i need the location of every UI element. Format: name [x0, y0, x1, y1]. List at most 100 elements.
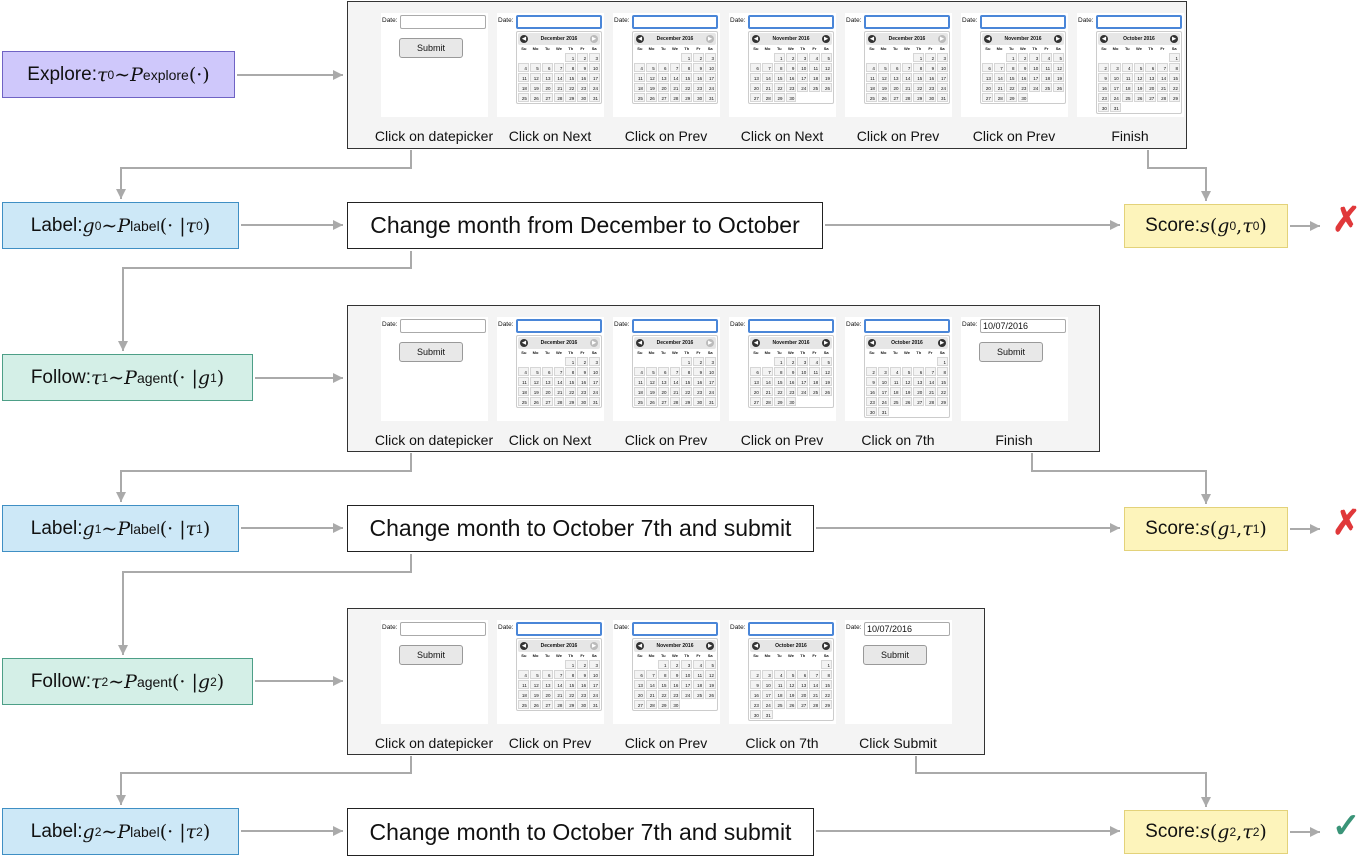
day-cell[interactable]: 19 — [785, 690, 797, 699]
day-cell[interactable]: 7 — [1157, 63, 1169, 72]
day-cell[interactable]: 5 — [705, 660, 716, 669]
day-cell[interactable]: 24 — [705, 83, 716, 92]
day-cell[interactable]: 6 — [657, 367, 669, 376]
day-cell[interactable]: 17 — [589, 680, 600, 689]
day-cell[interactable]: 8 — [681, 367, 693, 376]
date-input[interactable] — [748, 15, 834, 29]
day-cell[interactable]: 5 — [901, 367, 913, 376]
day-cell[interactable]: 18 — [773, 690, 785, 699]
day-cell[interactable]: 13 — [889, 73, 901, 82]
day-cell[interactable]: 27 — [634, 700, 645, 709]
day-cell[interactable]: 22 — [773, 387, 785, 396]
day-cell[interactable]: 18 — [693, 680, 705, 689]
day-cell[interactable]: 21 — [669, 83, 681, 92]
next-month-icon[interactable]: ▶ — [1170, 35, 1178, 43]
day-cell[interactable]: 2 — [1098, 63, 1109, 72]
day-cell[interactable]: 4 — [866, 63, 877, 72]
date-input[interactable] — [632, 622, 718, 636]
day-cell[interactable]: 30 — [785, 397, 797, 406]
day-cell[interactable]: 18 — [518, 690, 529, 699]
day-cell[interactable]: 30 — [693, 93, 705, 102]
day-cell[interactable]: 18 — [889, 387, 901, 396]
day-cell[interactable]: 6 — [541, 670, 553, 679]
day-cell[interactable]: 20 — [797, 690, 809, 699]
day-cell[interactable]: 31 — [589, 93, 600, 102]
day-cell[interactable]: 30 — [925, 93, 937, 102]
day-cell[interactable]: 12 — [705, 670, 716, 679]
day-cell[interactable]: 16 — [577, 377, 589, 386]
day-cell[interactable]: 6 — [657, 63, 669, 72]
day-cell[interactable]: 23 — [669, 690, 681, 699]
day-cell[interactable]: 12 — [821, 367, 832, 376]
day-cell[interactable]: 31 — [761, 710, 773, 719]
day-cell[interactable]: 15 — [821, 680, 832, 689]
day-cell[interactable]: 8 — [773, 367, 785, 376]
day-cell[interactable]: 9 — [1098, 73, 1109, 82]
day-cell[interactable]: 19 — [529, 387, 541, 396]
day-cell[interactable]: 7 — [669, 367, 681, 376]
day-cell[interactable]: 31 — [589, 700, 600, 709]
next-month-icon[interactable]: ▶ — [590, 35, 598, 43]
day-cell[interactable]: 13 — [541, 680, 553, 689]
day-cell[interactable]: 28 — [645, 700, 657, 709]
day-cell[interactable]: 26 — [821, 387, 832, 396]
day-cell[interactable]: 17 — [761, 690, 773, 699]
day-cell[interactable]: 23 — [577, 387, 589, 396]
day-cell[interactable]: 20 — [634, 690, 645, 699]
day-cell[interactable]: 12 — [1133, 73, 1145, 82]
day-cell[interactable]: 26 — [1053, 83, 1064, 92]
day-cell[interactable]: 5 — [877, 63, 889, 72]
day-cell[interactable]: 15 — [937, 377, 948, 386]
day-cell[interactable]: 15 — [773, 73, 785, 82]
day-cell[interactable]: 10 — [797, 367, 809, 376]
day-cell[interactable]: 27 — [541, 93, 553, 102]
day-cell[interactable]: 16 — [577, 73, 589, 82]
day-cell[interactable]: 9 — [693, 63, 705, 72]
day-cell[interactable]: 15 — [913, 73, 925, 82]
day-cell[interactable]: 18 — [518, 387, 529, 396]
day-cell[interactable]: 13 — [750, 73, 761, 82]
day-cell[interactable]: 14 — [645, 680, 657, 689]
prev-month-icon[interactable]: ◀ — [752, 642, 760, 650]
day-cell[interactable]: 15 — [657, 680, 669, 689]
day-cell[interactable]: 5 — [785, 670, 797, 679]
day-cell[interactable]: 31 — [705, 397, 716, 406]
day-cell[interactable]: 8 — [565, 670, 577, 679]
day-cell[interactable]: 9 — [577, 670, 589, 679]
day-cell[interactable]: 25 — [634, 93, 645, 102]
day-cell[interactable]: 31 — [705, 93, 716, 102]
day-cell[interactable]: 9 — [669, 670, 681, 679]
day-cell[interactable]: 15 — [565, 73, 577, 82]
day-cell[interactable]: 19 — [821, 73, 832, 82]
day-cell[interactable]: 31 — [589, 397, 600, 406]
day-cell[interactable]: 2 — [866, 367, 877, 376]
day-cell[interactable]: 20 — [750, 83, 761, 92]
day-cell[interactable]: 24 — [937, 83, 948, 92]
day-cell[interactable]: 29 — [913, 93, 925, 102]
day-cell[interactable]: 3 — [797, 357, 809, 366]
day-cell[interactable]: 4 — [1041, 53, 1053, 62]
day-cell[interactable]: 6 — [541, 63, 553, 72]
day-cell[interactable]: 13 — [982, 73, 993, 82]
day-cell[interactable]: 27 — [982, 93, 993, 102]
day-cell[interactable]: 26 — [529, 93, 541, 102]
day-cell[interactable]: 21 — [553, 387, 565, 396]
day-cell[interactable]: 19 — [877, 83, 889, 92]
day-cell[interactable]: 10 — [589, 367, 600, 376]
day-cell[interactable]: 2 — [785, 53, 797, 62]
day-cell[interactable]: 9 — [925, 63, 937, 72]
day-cell[interactable]: 2 — [669, 660, 681, 669]
day-cell[interactable]: 13 — [1145, 73, 1157, 82]
day-cell[interactable]: 5 — [529, 367, 541, 376]
day-cell[interactable]: 4 — [1121, 63, 1133, 72]
next-month-icon[interactable]: ▶ — [590, 339, 598, 347]
day-cell[interactable]: 1 — [1169, 53, 1180, 62]
day-cell[interactable]: 17 — [937, 73, 948, 82]
prev-month-icon[interactable]: ◀ — [636, 339, 644, 347]
date-input[interactable] — [748, 319, 834, 333]
day-cell[interactable]: 23 — [577, 690, 589, 699]
day-cell[interactable]: 10 — [877, 377, 889, 386]
day-cell[interactable]: 6 — [750, 63, 761, 72]
day-cell[interactable]: 15 — [1169, 73, 1180, 82]
day-cell[interactable]: 7 — [993, 63, 1005, 72]
